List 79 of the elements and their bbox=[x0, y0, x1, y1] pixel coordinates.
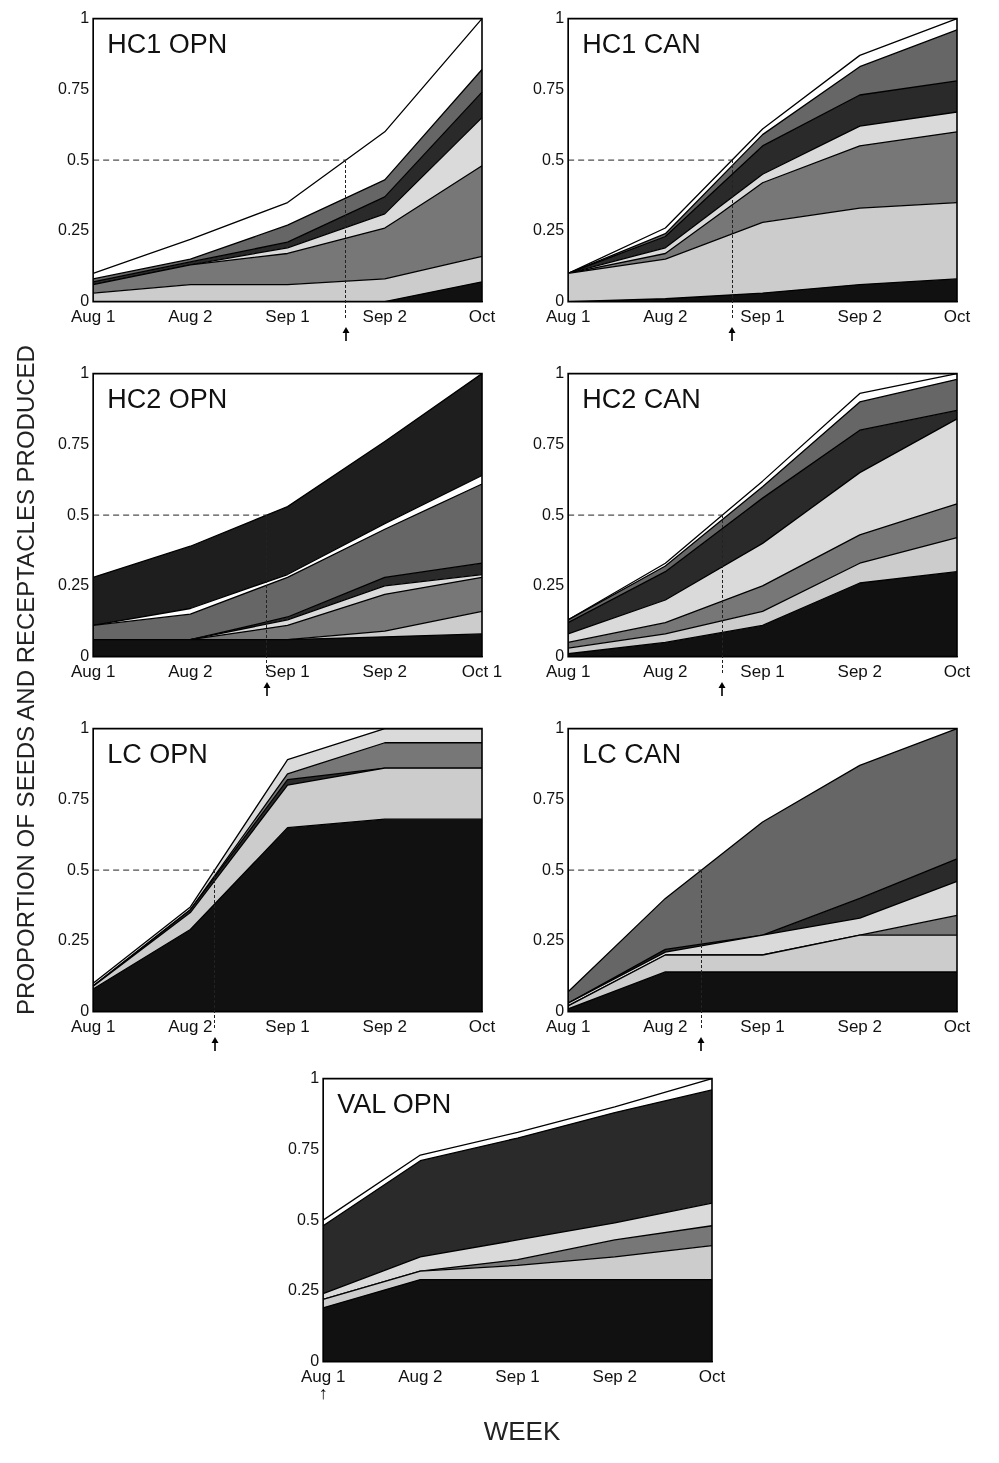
y-tick-label: 0.5 bbox=[541, 505, 565, 523]
x-tick-label: Sep 2 bbox=[837, 307, 882, 327]
x-tick-label: Oct bbox=[943, 307, 971, 327]
chart-title: LC OPN bbox=[107, 738, 208, 769]
x-tick-label: Aug 1 bbox=[545, 307, 591, 327]
y-tick-label: 0.25 bbox=[58, 221, 90, 239]
x-tick-label: Aug 2 bbox=[398, 1367, 443, 1387]
y-tick-label: 0.75 bbox=[533, 79, 565, 97]
x-tick-label: Aug 1 bbox=[545, 1017, 591, 1037]
chart-title: LC CAN bbox=[582, 738, 682, 769]
chart-title: HC1 OPN bbox=[107, 28, 228, 59]
y-tick-label: 0 bbox=[310, 1352, 320, 1370]
x-tick-label: Aug 1 bbox=[70, 1017, 116, 1037]
x-tick-label: Sep 2 bbox=[592, 1367, 637, 1387]
x-tick-label: Sep 1 bbox=[740, 307, 785, 327]
y-tick-label: 1 bbox=[80, 719, 90, 737]
x-tick-label: Oct bbox=[468, 307, 496, 327]
y-tick-label: 0.5 bbox=[66, 150, 90, 168]
y-tick-label: 0 bbox=[80, 1002, 90, 1020]
y-tick-label: 0.5 bbox=[66, 505, 90, 523]
y-tick-label: 0.5 bbox=[541, 150, 565, 168]
chart-title: VAL OPN bbox=[337, 1088, 452, 1119]
chart-title: HC2 OPN bbox=[107, 383, 228, 414]
x-tick-label: Oct bbox=[943, 662, 971, 682]
x-tick-label: Sep 1 bbox=[740, 662, 785, 682]
x-tick-label: Sep 2 bbox=[837, 662, 882, 682]
x-tick-label: Sep 1 bbox=[265, 1017, 310, 1037]
y-tick-label: 0 bbox=[555, 1002, 565, 1020]
x-tick-label: Sep 1 bbox=[265, 307, 310, 327]
y-tick-label: 0.25 bbox=[533, 576, 565, 594]
y-tick-label: 0 bbox=[555, 647, 565, 665]
x-tick-label: Sep 2 bbox=[362, 662, 407, 682]
y-tick-label: 1 bbox=[555, 9, 565, 27]
y-tick-label: 0.25 bbox=[533, 221, 565, 239]
y-tick-label: 0.75 bbox=[288, 1139, 320, 1157]
y-tick-label: 0 bbox=[80, 292, 90, 310]
y-tick-label: 0 bbox=[555, 292, 565, 310]
y-axis-title: PROPORTION OF SEEDS AND RECEPTACLES PRODUCED bbox=[12, 345, 40, 1015]
y-tick-label: 1 bbox=[80, 364, 90, 382]
x-tick-label: Oct bbox=[943, 1017, 971, 1037]
y-tick-label: 0.25 bbox=[288, 1281, 320, 1299]
y-tick-label: 0.5 bbox=[541, 860, 565, 878]
x-tick-label: Aug 2 bbox=[643, 1017, 688, 1037]
x-tick-label: Sep 2 bbox=[362, 307, 407, 327]
y-tick-label: 1 bbox=[555, 719, 565, 737]
y-tick-label: 0.25 bbox=[58, 931, 90, 949]
y-tick-label: 0.75 bbox=[533, 434, 565, 452]
y-tick-label: 0.75 bbox=[58, 434, 90, 452]
x-tick-label: Sep 2 bbox=[837, 1017, 882, 1037]
chart-title: HC2 CAN bbox=[582, 383, 701, 414]
y-tick-label: 0.75 bbox=[533, 789, 565, 807]
x-tick-label: Aug 1 bbox=[300, 1367, 346, 1387]
y-tick-label: 1 bbox=[555, 364, 565, 382]
x-tick-label: Aug 1 bbox=[545, 662, 591, 682]
y-tick-label: 0.5 bbox=[66, 860, 90, 878]
y-tick-label: 0.25 bbox=[533, 931, 565, 949]
x-tick-label: Oct bbox=[468, 1017, 496, 1037]
y-tick-label: 0.75 bbox=[58, 79, 90, 97]
x-axis-title: WEEK bbox=[483, 1416, 561, 1447]
y-tick-label: 0.25 bbox=[58, 576, 90, 594]
x-tick-label: Sep 1 bbox=[265, 662, 310, 682]
x-tick-label: Aug 1 bbox=[70, 662, 116, 682]
x-tick-label: Aug 2 bbox=[168, 1017, 213, 1037]
y-tick-label: 0.5 bbox=[296, 1210, 320, 1228]
x-tick-label: Sep 1 bbox=[740, 1017, 785, 1037]
x-tick-label: Sep 1 bbox=[495, 1367, 540, 1387]
x-tick-label: Aug 2 bbox=[643, 662, 688, 682]
x-tick-label: Sep 2 bbox=[362, 1017, 407, 1037]
y-tick-label: 1 bbox=[310, 1069, 320, 1087]
x-tick-label: Oct 1 bbox=[461, 662, 503, 682]
y-tick-label: 0.75 bbox=[58, 789, 90, 807]
x-tick-label: Aug 2 bbox=[168, 307, 213, 327]
x-tick-label: Oct bbox=[698, 1367, 726, 1387]
y-tick-label: 1 bbox=[80, 9, 90, 27]
chart-title: HC1 CAN bbox=[582, 28, 701, 59]
x-tick-label: Aug 2 bbox=[643, 307, 688, 327]
y-tick-label: 0 bbox=[80, 647, 90, 665]
x-tick-label: Aug 2 bbox=[168, 662, 213, 682]
x-tick-label: Aug 1 bbox=[70, 307, 116, 327]
